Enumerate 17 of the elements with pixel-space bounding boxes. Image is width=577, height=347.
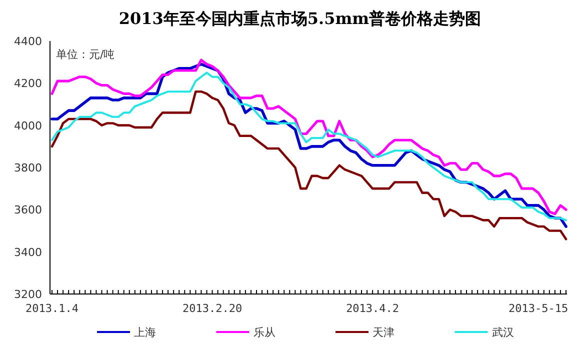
y-tick-label: 4000 [14, 119, 42, 132]
y-tick-label: 3400 [14, 246, 42, 259]
legend-label: 武汉 [492, 326, 514, 339]
x-tick-label: 2013.2.20 [182, 302, 242, 315]
chart-title: 2013年至今国内重点市场5.5mm普卷价格走势图 [118, 9, 482, 28]
y-tick-label: 3600 [14, 204, 42, 217]
y-tick-label: 3200 [14, 288, 42, 301]
y-tick-label: 4200 [14, 77, 42, 90]
x-tick-label: 2013.4.2 [346, 302, 400, 315]
y-tick-label: 4400 [14, 35, 42, 48]
y-tick-label: 3800 [14, 162, 42, 174]
annotation: 单位：元/吨 [56, 48, 115, 61]
x-tick-label: 2013.1.4 [26, 302, 79, 315]
legend-label: 乐从 [253, 326, 276, 339]
legend-label: 天津 [372, 326, 394, 339]
legend-label: 上海 [134, 326, 156, 339]
x-tick-label: 2013-5-15 [508, 302, 568, 315]
